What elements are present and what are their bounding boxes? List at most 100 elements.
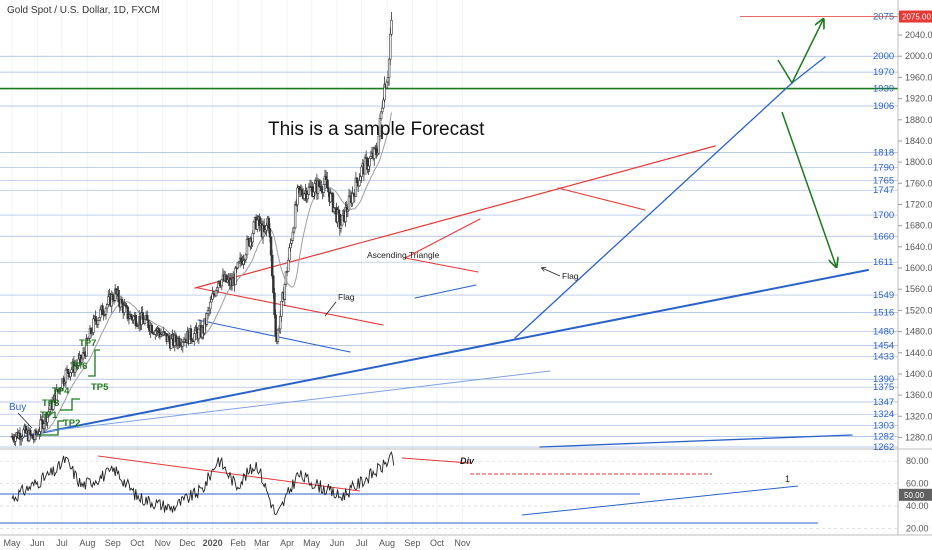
x-tick-label: Aug — [379, 538, 395, 548]
candle-body — [104, 307, 108, 315]
candle-body — [267, 217, 270, 229]
candle-body — [292, 227, 296, 233]
tp1-label: TP1 — [40, 410, 58, 421]
candle-body — [214, 290, 218, 297]
candle-body — [313, 183, 316, 193]
chart-title: Gold Spot / U.S. Dollar, 1D, FXCM — [7, 5, 160, 16]
x-tick-label: Nov — [155, 538, 172, 548]
candle-body — [14, 436, 17, 442]
candle-body — [105, 304, 109, 309]
level-label: 1790 — [873, 162, 894, 173]
candle-body — [318, 180, 321, 187]
candle-body — [373, 147, 376, 159]
level-label: 1765 — [873, 176, 894, 187]
x-tick-label: Nov — [454, 538, 471, 548]
y-tick-label: 1720.00 — [905, 199, 932, 209]
tp2-label: TP2 — [63, 418, 80, 429]
time-axis: May Jun Jul Aug Sep Oct Nov Dec 2020 Feb Mar Apr May… — [3, 538, 470, 548]
candle-body — [256, 219, 259, 230]
x-tick-label: 2020 — [203, 538, 223, 548]
candle-body — [280, 301, 283, 317]
y-tick-label: 1320.00 — [905, 411, 932, 421]
level-label: 1347 — [873, 397, 894, 408]
candle-body — [123, 304, 126, 313]
level-label: 1549 — [873, 290, 894, 301]
last-price-tag: 2075.00 — [899, 10, 932, 23]
tp4-label: TP4 — [52, 386, 70, 397]
x-tick-label: Feb — [230, 538, 246, 548]
candle-body — [120, 299, 124, 304]
x-tick-label: Aug — [79, 538, 95, 548]
secondary-support-line — [39, 370, 551, 433]
rsi-tick-label: 80.00 — [906, 456, 929, 466]
candle-body — [236, 262, 240, 269]
candle-body — [220, 279, 223, 287]
div-label: Div — [460, 456, 475, 466]
candle-body — [101, 305, 104, 315]
resistance-line — [194, 145, 716, 289]
candle-body — [66, 369, 70, 374]
x-tick-label: Sep — [105, 538, 121, 548]
candle-body — [31, 434, 34, 439]
x-tick-label: Jun — [30, 538, 45, 548]
candle-body — [327, 187, 330, 193]
rsi-value-box — [899, 488, 932, 501]
candle-body — [339, 224, 343, 229]
buy-label: Buy — [9, 402, 26, 413]
candle-body — [130, 314, 133, 318]
rsi-tick-label: 60.00 — [906, 479, 929, 489]
candle-body — [197, 328, 201, 340]
candle-body — [107, 296, 110, 305]
y-tick-label: 1400.00 — [905, 369, 932, 379]
x-tick-label: May — [3, 538, 21, 548]
level-label: 1611 — [873, 257, 893, 268]
level-label: 1282 — [873, 431, 894, 442]
candle-body — [269, 236, 273, 256]
candle-body — [268, 228, 272, 238]
candle-body — [382, 99, 385, 109]
candle-body — [368, 157, 371, 167]
x-tick-label: Oct — [130, 538, 145, 548]
candle-body — [96, 320, 100, 325]
price-pane-lower-line — [539, 434, 853, 448]
candle-body — [29, 430, 32, 436]
candle-body — [367, 165, 370, 170]
candle-body — [283, 284, 287, 300]
candle-body — [358, 180, 361, 187]
candle-body — [242, 260, 245, 265]
y-tick-label: 1880.00 — [905, 115, 932, 125]
candle-body — [99, 309, 102, 318]
x-tick-label: Jun — [330, 538, 345, 548]
x-tick-label: Jul — [356, 538, 368, 548]
level-label: 1324 — [873, 409, 894, 420]
rsi-red-divergence-2 — [401, 457, 471, 464]
candle-body — [189, 328, 193, 341]
level-label: 1906 — [873, 101, 894, 112]
flag1-upper — [197, 287, 384, 326]
y-tick-label: 1480.00 — [905, 327, 932, 337]
level-label: 1390 — [873, 374, 894, 385]
candle-body — [287, 259, 290, 272]
x-tick-label: Jul — [56, 538, 68, 548]
y-tick-label: 1760.00 — [905, 178, 932, 188]
long-term-support-line — [19, 269, 869, 438]
candle-body — [307, 186, 311, 195]
candle-body — [390, 20, 393, 35]
candle-body — [170, 338, 173, 349]
y-tick-label: 2000.00 — [905, 51, 932, 61]
y-tick-label: 1600.00 — [905, 263, 932, 273]
candlesticks — [10, 11, 393, 447]
candle-body — [251, 233, 254, 243]
x-tick-label: Dec — [179, 538, 196, 548]
candle-body — [359, 176, 362, 181]
candle-body — [306, 194, 309, 200]
level-label: 1970 — [873, 67, 894, 78]
x-tick-label: Mar — [254, 538, 270, 548]
candle-body — [132, 316, 135, 321]
candle-body — [284, 271, 288, 285]
candle-body — [42, 423, 46, 429]
tp5-label: TP5 — [91, 382, 109, 393]
candle-body — [218, 280, 221, 285]
